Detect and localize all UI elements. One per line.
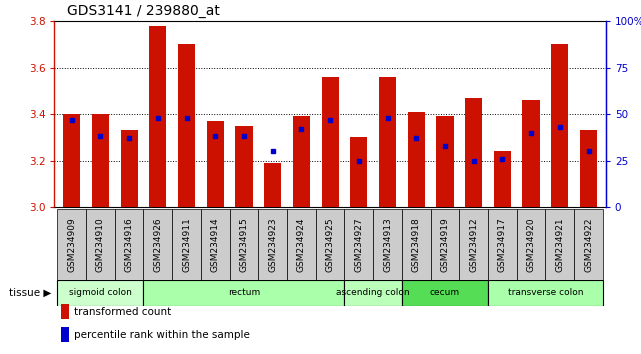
Bar <box>115 209 144 280</box>
Bar <box>545 209 574 280</box>
Bar <box>488 280 603 306</box>
Text: GSM234915: GSM234915 <box>240 217 249 272</box>
Bar <box>488 209 517 280</box>
Text: GSM234924: GSM234924 <box>297 217 306 272</box>
Bar <box>494 151 511 207</box>
Text: GSM234925: GSM234925 <box>326 217 335 272</box>
Bar <box>264 163 281 207</box>
Text: tissue ▶: tissue ▶ <box>9 288 51 298</box>
Bar <box>379 77 396 207</box>
Bar <box>92 114 109 207</box>
Text: GSM234923: GSM234923 <box>268 217 277 272</box>
Text: GSM234921: GSM234921 <box>555 217 564 272</box>
Bar <box>172 209 201 280</box>
Bar <box>350 137 367 207</box>
Bar <box>344 209 373 280</box>
Text: transverse colon: transverse colon <box>508 289 583 297</box>
Bar <box>322 77 338 207</box>
Bar <box>287 209 316 280</box>
Bar <box>373 209 402 280</box>
Text: GSM234927: GSM234927 <box>354 217 363 272</box>
Text: GSM234920: GSM234920 <box>527 217 536 272</box>
Bar <box>144 209 172 280</box>
Text: GSM234917: GSM234917 <box>498 217 507 272</box>
Bar <box>460 209 488 280</box>
Text: GSM234918: GSM234918 <box>412 217 420 272</box>
Text: GSM234916: GSM234916 <box>124 217 133 272</box>
Bar <box>437 116 454 207</box>
Bar <box>178 45 195 207</box>
Bar <box>293 116 310 207</box>
Text: GSM234919: GSM234919 <box>440 217 449 272</box>
Text: GSM234910: GSM234910 <box>96 217 105 272</box>
Bar <box>258 209 287 280</box>
Bar <box>431 209 460 280</box>
Bar <box>580 130 597 207</box>
Bar <box>402 280 488 306</box>
Text: transformed count: transformed count <box>74 307 171 316</box>
Text: GSM234914: GSM234914 <box>211 217 220 272</box>
Text: GSM234912: GSM234912 <box>469 217 478 272</box>
Bar <box>57 280 144 306</box>
Text: GSM234926: GSM234926 <box>153 217 162 272</box>
Bar <box>522 100 540 207</box>
Bar <box>551 45 569 207</box>
Bar <box>86 209 115 280</box>
Bar <box>517 209 545 280</box>
Bar <box>57 209 86 280</box>
Text: GSM234922: GSM234922 <box>584 217 593 272</box>
Text: rectum: rectum <box>228 289 260 297</box>
Text: cecum: cecum <box>430 289 460 297</box>
Bar <box>63 114 80 207</box>
Text: percentile rank within the sample: percentile rank within the sample <box>74 330 249 339</box>
Text: sigmoid colon: sigmoid colon <box>69 289 132 297</box>
Bar <box>144 280 344 306</box>
Bar <box>206 121 224 207</box>
Bar <box>229 209 258 280</box>
Bar <box>402 209 431 280</box>
Bar <box>121 130 138 207</box>
Text: GSM234913: GSM234913 <box>383 217 392 272</box>
Bar <box>149 26 167 207</box>
Bar <box>465 98 482 207</box>
Bar <box>201 209 229 280</box>
Bar <box>235 126 253 207</box>
Bar <box>344 280 402 306</box>
Bar <box>408 112 425 207</box>
Bar <box>574 209 603 280</box>
Text: GSM234911: GSM234911 <box>182 217 191 272</box>
Text: ascending colon: ascending colon <box>337 289 410 297</box>
Bar <box>316 209 344 280</box>
Text: GSM234909: GSM234909 <box>67 217 76 272</box>
Text: GDS3141 / 239880_at: GDS3141 / 239880_at <box>67 4 220 18</box>
